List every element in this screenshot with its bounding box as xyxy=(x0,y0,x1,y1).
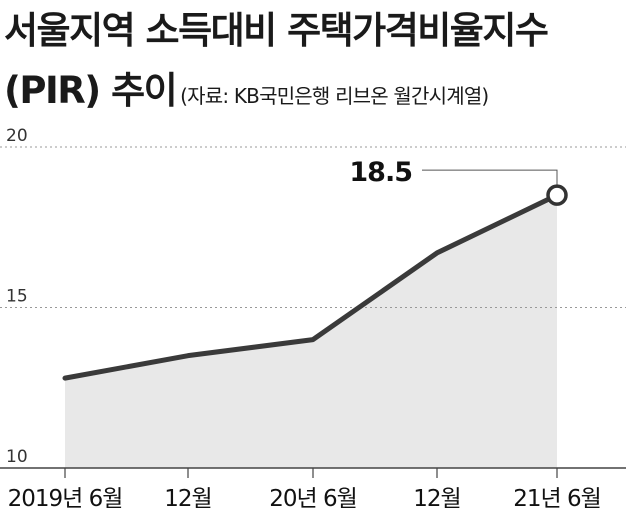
x-tick-label-0: 2019년 6월 xyxy=(8,486,123,512)
source-note: (자료: KB국민은행 리브온 월간시계열) xyxy=(180,84,489,108)
chart-title-line2: (PIR) 추이 (자료: KB국민은행 리브온 월간시계열) xyxy=(4,69,489,112)
series-line xyxy=(62,192,560,381)
x-tick-label-2: 20년 6월 xyxy=(269,486,357,512)
area-fill xyxy=(65,195,557,468)
x-tick-label-1: 12월 xyxy=(164,486,211,512)
y-tick-label-20: 20 xyxy=(6,126,28,146)
y-tick-label-15: 15 xyxy=(6,287,28,307)
x-tick-label-4: 21년 6월 xyxy=(513,486,601,512)
x-tick-label-3: 12월 xyxy=(413,486,460,512)
data-label-4: 18.5 xyxy=(349,157,412,188)
chart-title-text: (PIR) 추이 xyxy=(4,69,178,112)
end-point-marker xyxy=(546,184,568,206)
chart-title-line1: 서울지역 소득대비 주택가격비율지수 xyxy=(4,9,549,52)
y-tick-label-10: 10 xyxy=(6,447,28,467)
data-label-leader xyxy=(422,169,558,186)
